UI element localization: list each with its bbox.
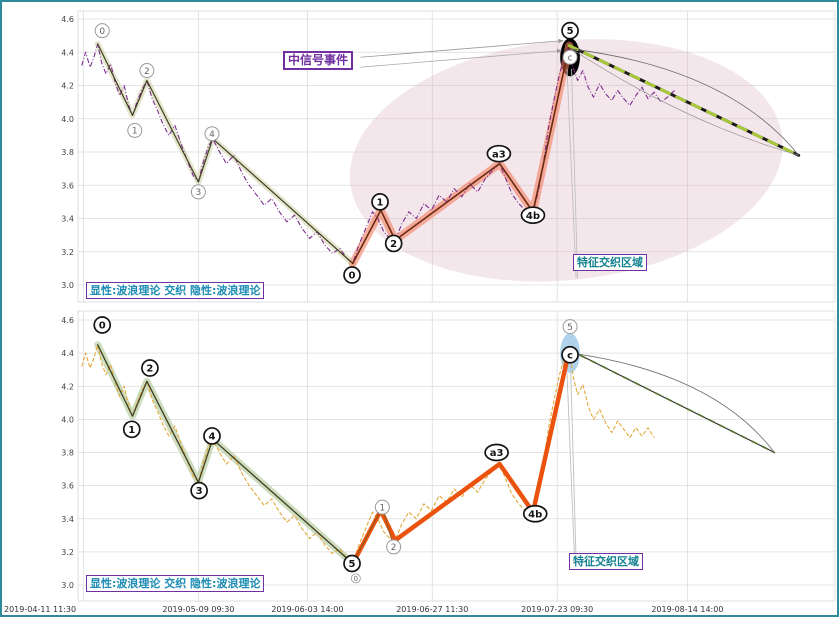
svg-text:4.4: 4.4 [61, 349, 74, 358]
feature-zone-label-top: 特征交织区域 [573, 254, 647, 271]
svg-text:4.2: 4.2 [61, 82, 74, 91]
legend-bottom: 显性:波浪理论 交织 隐性:波浪理论 [86, 575, 265, 592]
svg-text:2019-07-23 09:30: 2019-07-23 09:30 [521, 605, 593, 614]
signal-event-label: 中信号事件 [283, 51, 354, 70]
svg-text:3.2: 3.2 [61, 248, 74, 257]
svg-text:2019-08-14 14:00: 2019-08-14 14:00 [651, 605, 723, 614]
svg-text:3.4: 3.4 [61, 515, 74, 524]
svg-text:2019-05-09 09:30: 2019-05-09 09:30 [162, 605, 234, 614]
svg-text:0: 0 [99, 27, 105, 37]
svg-text:c: c [568, 53, 573, 63]
svg-text:3.8: 3.8 [61, 148, 74, 157]
svg-text:3.2: 3.2 [61, 548, 74, 557]
svg-text:3.8: 3.8 [61, 449, 74, 458]
svg-text:3: 3 [195, 188, 201, 198]
svg-text:3.4: 3.4 [61, 215, 74, 224]
svg-text:4.2: 4.2 [61, 382, 74, 391]
svg-text:2019-06-03 14:00: 2019-06-03 14:00 [271, 605, 343, 614]
svg-text:2: 2 [146, 364, 153, 375]
svg-text:3.0: 3.0 [61, 581, 74, 590]
svg-text:1: 1 [377, 197, 384, 208]
svg-text:2019-04-11 11:30: 2019-04-11 11:30 [4, 605, 76, 614]
svg-text:4: 4 [209, 130, 215, 140]
feature-zone-label-bottom: 特征交织区域 [569, 553, 643, 570]
svg-text:2: 2 [391, 543, 397, 553]
svg-text:4.6: 4.6 [61, 316, 74, 325]
svg-text:3.6: 3.6 [61, 181, 74, 190]
svg-text:3.0: 3.0 [61, 281, 74, 290]
legend-top: 显性:波浪理论 交织 隐性:波浪理论 [86, 282, 265, 299]
svg-text:2019-06-27 11:30: 2019-06-27 11:30 [396, 605, 468, 614]
svg-text:5: 5 [567, 26, 574, 37]
svg-text:3: 3 [196, 486, 203, 497]
svg-text:0: 0 [349, 271, 356, 282]
svg-text:0: 0 [99, 321, 106, 332]
svg-text:a3: a3 [492, 149, 506, 160]
svg-text:2: 2 [390, 239, 397, 250]
svg-text:5: 5 [567, 323, 573, 333]
svg-text:c: c [567, 350, 573, 361]
svg-text:5: 5 [349, 559, 356, 570]
svg-text:4b: 4b [528, 509, 542, 520]
svg-text:4.4: 4.4 [61, 48, 74, 57]
svg-text:4b: 4b [526, 211, 540, 222]
svg-text:4: 4 [209, 432, 216, 443]
svg-text:0: 0 [354, 575, 358, 583]
svg-text:1: 1 [132, 127, 138, 137]
svg-text:1: 1 [128, 425, 135, 436]
svg-text:4.0: 4.0 [61, 115, 74, 124]
svg-text:4.6: 4.6 [61, 15, 74, 24]
svg-text:a3: a3 [490, 448, 504, 459]
svg-text:2: 2 [144, 67, 150, 77]
svg-text:3.6: 3.6 [61, 482, 74, 491]
svg-text:1: 1 [379, 503, 385, 513]
svg-text:4.0: 4.0 [61, 415, 74, 424]
